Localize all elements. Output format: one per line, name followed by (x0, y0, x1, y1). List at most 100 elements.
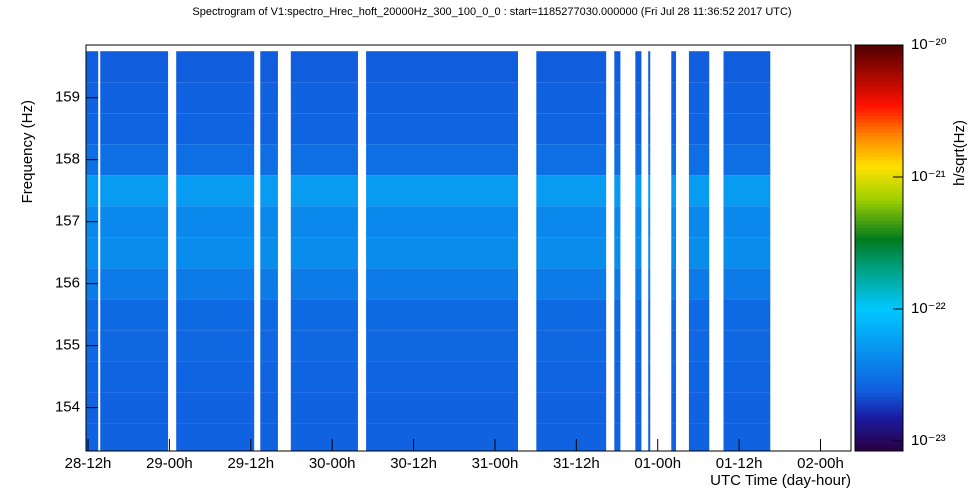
spectrogram-cell (100, 144, 169, 176)
spectrogram-cell (671, 299, 677, 331)
spectrogram-cell (688, 361, 710, 393)
spectrogram-cell (366, 361, 519, 393)
spectrogram-cell (648, 113, 651, 145)
spectrogram-cell (648, 423, 651, 451)
colorbar-cell (855, 275, 903, 279)
colorbar-cell (855, 291, 903, 296)
colorbar-cell (855, 85, 903, 90)
colorbar-cell (855, 332, 903, 337)
spectrogram-cell (86, 51, 99, 83)
colorbar-cell (855, 193, 903, 198)
spectrogram-cell (100, 330, 169, 362)
spectrogram-cell (176, 423, 255, 451)
colorbar-cell (855, 61, 903, 66)
spectrogram-cell (723, 82, 771, 114)
colorbar-cell (855, 302, 903, 307)
spectrogram-cell (635, 392, 642, 424)
spectrogram-cell (366, 330, 519, 362)
spectrogram-cell (86, 113, 99, 145)
colorbar-cell (855, 241, 903, 246)
spectrogram-cell (723, 361, 771, 393)
spectrogram-cell (723, 51, 771, 83)
colorbar-cell (855, 170, 903, 175)
colorbar-cell (855, 99, 903, 104)
spectrogram-cell (671, 144, 677, 176)
x-tick-label: 30-00h (309, 455, 356, 472)
colorbar-cell (855, 207, 903, 212)
x-axis-title: UTC Time (day-hour) (710, 472, 851, 489)
spectrogram-cell (176, 175, 255, 207)
colorbar-cell (855, 325, 903, 330)
colorbar-cell (855, 427, 903, 432)
spectrogram-cell (536, 423, 607, 451)
spectrogram-cell (366, 175, 519, 207)
colorbar-cell (855, 258, 903, 263)
spectrogram-cell (688, 175, 710, 207)
spectrogram-cell (688, 144, 710, 176)
colorbar-cell (855, 339, 903, 344)
spectrogram-cell (536, 330, 607, 362)
colorbar-cell (855, 268, 903, 273)
colorbar-cell (855, 217, 903, 222)
colorbar-cell (855, 373, 903, 378)
spectrogram-cell (86, 423, 99, 451)
colorbar-cell (855, 166, 903, 171)
spectrogram-cell (614, 175, 621, 207)
y-tick-label: 154 (55, 399, 80, 416)
colorbar-cell (855, 349, 903, 354)
colorbar-cell (855, 403, 903, 408)
spectrogram-cell (100, 206, 169, 238)
spectrogram-cell (648, 361, 651, 393)
spectrogram-cell (635, 237, 642, 269)
spectrogram-cell (536, 82, 607, 114)
colorbar-cell (855, 55, 903, 60)
colorbar-cell (855, 417, 903, 422)
x-tick-label: 30-12h (390, 455, 437, 472)
x-tick-label: 29-12h (227, 455, 274, 472)
spectrogram-cell (635, 299, 642, 331)
spectrogram-cell (635, 175, 642, 207)
spectrogram-cell (290, 361, 358, 393)
plot-area (86, 51, 771, 451)
colorbar-tick-label: 10⁻²⁰ (911, 36, 947, 53)
spectrogram-cell (290, 206, 358, 238)
spectrogram-cell (290, 237, 358, 269)
colorbar-cell (855, 237, 903, 242)
spectrogram-cell (176, 82, 255, 114)
spectrogram-cell (671, 237, 677, 269)
colorbar-cell (855, 129, 903, 134)
spectrogram-cell (260, 361, 278, 393)
spectrogram-cell (176, 113, 255, 145)
spectrogram-cell (688, 423, 710, 451)
colorbar-cell (855, 390, 903, 394)
colorbar-cell (855, 45, 903, 49)
colorbar-cell (855, 346, 903, 350)
spectrogram-cell (290, 51, 358, 83)
colorbar-cell (855, 65, 903, 70)
colorbar-cell (855, 386, 903, 391)
spectrogram-cell (671, 392, 677, 424)
spectrogram-cell (176, 51, 255, 83)
colorbar-cell (855, 440, 903, 445)
spectrogram-cell (648, 268, 651, 300)
spectrogram-cell (536, 175, 607, 207)
spectrogram-cell (176, 144, 255, 176)
spectrogram-cell (290, 113, 358, 145)
colorbar-cell (855, 437, 903, 442)
spectrogram-cell (635, 268, 642, 300)
colorbar-cell (855, 82, 903, 87)
spectrogram-cell (614, 330, 621, 362)
spectrogram-cell (536, 144, 607, 176)
colorbar-cell (855, 187, 903, 191)
spectrogram-cell (614, 268, 621, 300)
spectrogram-cell (86, 175, 99, 207)
colorbar-cell (855, 51, 903, 56)
colorbar-cell (855, 75, 903, 80)
colorbar-cell (855, 132, 903, 137)
spectrogram-cell (366, 82, 519, 114)
spectrogram-cell (688, 330, 710, 362)
colorbar-cell (855, 254, 903, 259)
spectrogram-cell (671, 175, 677, 207)
spectrogram-cell (723, 206, 771, 238)
colorbar-cell (855, 298, 903, 303)
